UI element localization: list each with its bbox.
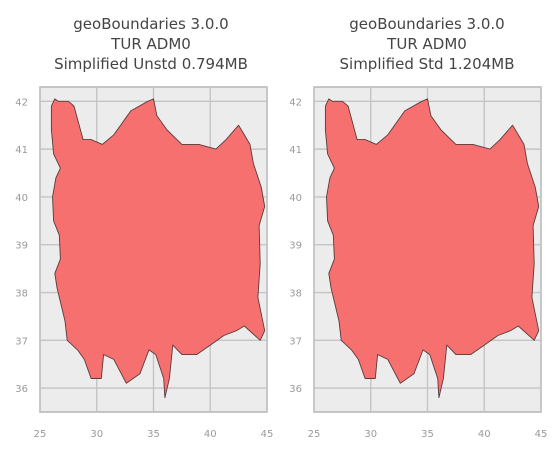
x-tick-label: 30 [90, 429, 103, 440]
right-tick-labels: 25 30 35 40 45 36 37 38 39 40 41 42 [289, 97, 547, 440]
right-title-line-3: Simplified Std 1.204MB [340, 55, 515, 73]
x-tick-label: 35 [421, 429, 434, 440]
x-tick-label: 30 [364, 429, 377, 440]
left-title-line-1: geoBoundaries 3.0.0 [73, 15, 228, 33]
y-tick-label: 38 [15, 289, 28, 300]
y-tick-label: 42 [289, 97, 302, 108]
y-tick-label: 36 [15, 384, 28, 395]
x-tick-label: 40 [204, 429, 217, 440]
y-tick-label: 41 [289, 145, 302, 156]
right-country-shape [324, 98, 540, 399]
y-tick-label: 37 [289, 336, 302, 347]
map-panel-right: geoBoundaries 3.0.0 TUR ADM0 Simplified … [289, 15, 547, 440]
y-tick-label: 41 [15, 145, 28, 156]
x-tick-label: 25 [308, 429, 321, 440]
x-tick-label: 35 [147, 429, 160, 440]
y-tick-label: 36 [289, 384, 302, 395]
left-tick-labels: 25 30 35 40 45 36 37 38 39 40 41 42 [15, 97, 273, 440]
map-panel-left: geoBoundaries 3.0.0 TUR ADM0 Simplified … [15, 15, 273, 440]
left-country-shape [50, 98, 266, 399]
y-tick-label: 40 [15, 193, 28, 204]
left-title-line-3: Simplified Unstd 0.794MB [54, 55, 248, 73]
right-title-line-1: geoBoundaries 3.0.0 [349, 15, 504, 33]
x-tick-label: 45 [535, 429, 548, 440]
y-tick-label: 38 [289, 289, 302, 300]
y-tick-label: 37 [15, 336, 28, 347]
x-tick-label: 40 [478, 429, 491, 440]
left-title-line-2: TUR ADM0 [110, 35, 191, 53]
right-title-line-2: TUR ADM0 [386, 35, 467, 53]
y-tick-label: 39 [289, 241, 302, 252]
x-tick-label: 25 [34, 429, 47, 440]
y-tick-label: 40 [289, 193, 302, 204]
y-tick-label: 39 [15, 241, 28, 252]
y-tick-label: 42 [15, 97, 28, 108]
x-tick-label: 45 [261, 429, 274, 440]
